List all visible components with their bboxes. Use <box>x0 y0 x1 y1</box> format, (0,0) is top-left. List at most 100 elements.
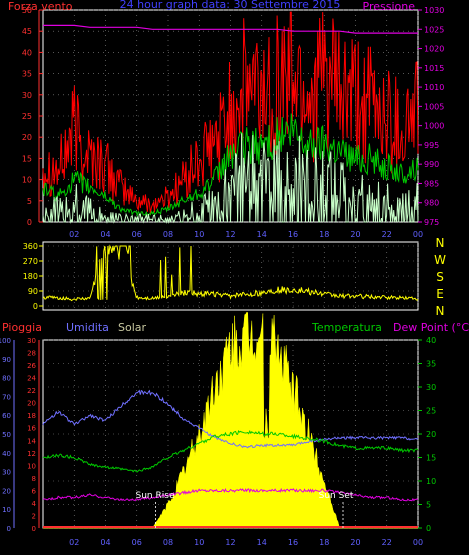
rain-tick-label: 8 <box>32 475 36 483</box>
pressure-tick-label: 1030 <box>424 6 444 15</box>
rain-y-label: Pioggia <box>2 321 42 334</box>
pressure-tick-label: 980 <box>424 199 439 208</box>
wind-x-tick-label: 22 <box>382 230 392 239</box>
rain-tick-label: 18 <box>27 412 36 420</box>
pressure-tick-label: 975 <box>424 218 439 227</box>
temperature-y-label: Temperatura <box>311 321 382 334</box>
humidity-tick-label: 80 <box>2 375 11 383</box>
atmo-x-tick-label: 10 <box>194 538 204 547</box>
rain-tick-label: 30 <box>27 337 36 345</box>
rain-tick-label: 2 <box>32 512 36 520</box>
wind-tick-label: 30 <box>22 91 32 100</box>
atmo-x-tick-label: 06 <box>132 538 142 547</box>
pressure-tick-label: 1000 <box>424 122 444 131</box>
wind-avg-line <box>42 113 419 218</box>
direction-tick-label: 0 <box>33 302 38 311</box>
wind-x-tick-label: 04 <box>100 230 110 239</box>
rain-tick-label: 24 <box>27 375 36 383</box>
wind-x-tick-label: 14 <box>257 230 267 239</box>
compass-label: N <box>436 304 445 318</box>
chart-title: 24 hour graph data: 30 Settembre 2015 <box>120 0 341 11</box>
pressure-line <box>43 24 418 34</box>
atmo-x-tick-label: 14 <box>257 538 267 547</box>
compass-label: W <box>434 253 446 267</box>
wind-tick-label: 0 <box>27 218 32 227</box>
wind-x-tick-label: 00 <box>413 230 423 239</box>
wind-y-label: Forza vento <box>8 0 73 13</box>
pressure-tick-label: 1020 <box>424 45 444 54</box>
dewpoint-y-label: Dew Point (°C) <box>393 321 469 334</box>
direction-tick-label: 270 <box>23 257 38 266</box>
atmo-x-tick-label: 20 <box>350 538 360 547</box>
humidity-tick-label: 10 <box>2 506 11 514</box>
rain-tick-label: 10 <box>27 462 36 470</box>
rain-tick-label: 16 <box>27 425 36 433</box>
atmo-panel-series <box>42 312 419 529</box>
rain-tick-label: 12 <box>27 450 36 458</box>
wind-tick-label: 5 <box>27 197 32 206</box>
rain-tick-label: 14 <box>27 437 36 445</box>
direction-tick-label: 90 <box>28 287 38 296</box>
wind-x-ticks: 02 04 06 08 10 12 14 16 18 20 22 00 <box>69 230 423 239</box>
humidity-y-label: Umidita <box>66 321 109 334</box>
dewpoint-line <box>42 487 419 502</box>
wind-x-tick-label: 18 <box>319 230 329 239</box>
direction-y-ticks: 0 90 180 270 360 <box>23 242 43 311</box>
atmosphere-panel: 0102030405060708090100 02468101214161820… <box>0 312 469 547</box>
humidity-tick-label: 60 <box>2 412 11 420</box>
humidity-tick-label: 50 <box>2 431 11 439</box>
humidity-tick-label: 90 <box>2 356 11 364</box>
rain-tick-label: 0 <box>32 525 36 533</box>
temp-tick-label: 15 <box>426 454 436 463</box>
temp-tick-label: 20 <box>426 430 436 439</box>
pressure-tick-label: 990 <box>424 160 439 169</box>
wind-y-ticks: 0 5 10 15 20 25 30 35 40 45 50 <box>22 6 43 227</box>
atmo-x-tick-label: 00 <box>413 538 423 547</box>
humidity-tick-label: 70 <box>2 393 11 401</box>
wind-tick-label: 45 <box>22 27 32 36</box>
rain-tick-label: 6 <box>32 487 37 495</box>
atmo-x-tick-label: 22 <box>382 538 392 547</box>
temp-tick-label: 35 <box>426 360 436 369</box>
pressure-tick-label: 1025 <box>424 25 444 34</box>
pressure-tick-label: 985 <box>424 179 439 188</box>
wind-x-tick-label: 16 <box>288 230 298 239</box>
temp-tick-label: 10 <box>426 477 436 486</box>
direction-series <box>42 244 419 302</box>
humidity-tick-label: 20 <box>2 487 11 495</box>
atmo-x-tick-label: 02 <box>69 538 79 547</box>
temp-tick-label: 5 <box>426 501 431 510</box>
compass-label: N <box>436 236 445 250</box>
pressure-tick-label: 1010 <box>424 83 444 92</box>
atmo-x-tick-label: 12 <box>225 538 235 547</box>
pressure-y-label: Pressione <box>363 0 416 13</box>
temp-tick-label: 0 <box>426 524 431 533</box>
atmo-x-ticks: 02 04 06 08 10 12 14 16 18 20 22 00 <box>69 538 423 547</box>
temperature-line <box>42 430 419 473</box>
direction-line <box>42 244 419 302</box>
temp-y-ticks: 0 5 10 15 20 25 30 35 40 <box>418 336 436 533</box>
sunset-annotation: Sun Set <box>319 491 354 501</box>
wind-panel-series <box>42 11 419 224</box>
atmo-x-tick-label: 08 <box>163 538 173 547</box>
wind-x-tick-label: 08 <box>163 230 173 239</box>
sunrise-annotation: Sun Rise <box>136 491 175 501</box>
solar-area <box>43 312 418 529</box>
atmo-x-tick-label: 18 <box>319 538 329 547</box>
atmo-x-tick-label: 16 <box>288 538 298 547</box>
temp-tick-label: 40 <box>426 336 436 345</box>
compass-label: S <box>436 270 444 284</box>
temp-tick-label: 25 <box>426 407 436 416</box>
humidity-tick-label: 40 <box>2 450 11 458</box>
wind-x-tick-label: 06 <box>132 230 142 239</box>
pressure-tick-label: 995 <box>424 141 439 150</box>
wind-x-tick-label: 12 <box>225 230 235 239</box>
wind-x-tick-label: 20 <box>350 230 360 239</box>
atmo-x-tick-label: 04 <box>100 538 110 547</box>
rain-tick-label: 20 <box>27 400 36 408</box>
